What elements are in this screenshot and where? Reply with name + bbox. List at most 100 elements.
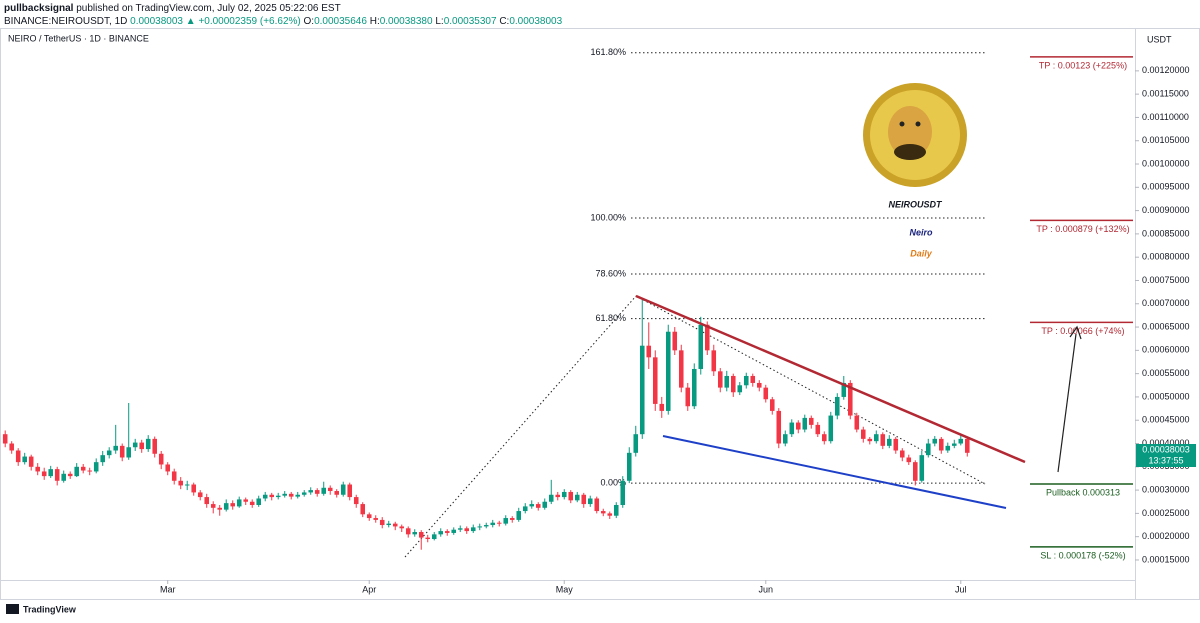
candle-body [379,519,385,526]
candle-body [633,434,639,453]
published: published on TradingView.com, July 02, 2… [76,3,340,14]
candle-body [412,532,418,535]
target-label: TP : 0.00123 (+225%) [1039,60,1127,70]
y-tick-label: 0.00100000 [1142,158,1190,168]
candle-body [282,493,288,496]
candle-body [373,518,379,520]
y-tick-label: 0.00020000 [1142,531,1190,541]
candle-body [178,480,183,486]
candle-body [48,469,53,477]
y-tick-label: 0.00110000 [1142,112,1189,122]
open: 0.00035646 [314,16,367,27]
candle-body [191,484,196,493]
candle-body [952,443,957,446]
candle-body [503,518,509,524]
candle-body [314,490,320,494]
candle-body [900,450,905,458]
candle-body [555,494,561,498]
symbol: BINANCE:NEIROUSDT, 1D [4,16,127,27]
candle-body [405,528,411,535]
candle-body [431,534,437,540]
y-tick-label: 0.00025000 [1142,508,1190,518]
candle-body [926,443,931,456]
candle-body [347,484,353,498]
candle-body [795,422,801,430]
candle-body [93,462,99,472]
candle-body [685,387,691,407]
candle-body [106,450,112,456]
low: 0.00035307 [444,16,497,27]
y-tick-label: 0.00030000 [1142,484,1190,494]
candle-body [139,442,144,450]
candle-body [802,417,808,430]
candle-body [217,507,222,510]
candle-body [61,473,66,481]
price-tag-bg [1136,444,1196,467]
candle-body [74,466,79,477]
candle-body [9,443,14,451]
candle-body [464,528,470,532]
candle-body [399,526,405,529]
candle-body [893,438,899,451]
y-tick-label: 0.00095000 [1142,182,1190,192]
candle-body [880,434,886,446]
candle-body [340,484,346,495]
fib-label: 61.80% [595,313,626,323]
candle-body [301,492,307,495]
candle-body [743,375,749,386]
target-label: Pullback 0.000313 [1046,487,1120,497]
candle-body [854,415,860,430]
neiro-logo [863,83,967,187]
candle-body [561,491,567,498]
candle-body [704,324,710,351]
y-tick-label: 0.00090000 [1142,205,1190,215]
arrow-head [1069,325,1082,340]
candle-body [750,375,756,383]
candle-body [672,331,678,351]
candle-body [477,526,483,528]
candle-body [724,375,730,388]
candle-body [249,501,255,506]
candle-body [152,438,157,454]
candle-body [126,447,131,458]
candle-body [334,491,340,495]
candle-body [22,456,27,463]
candle-body [308,490,314,493]
candle-body [568,491,574,501]
y-tick-label: 0.00085000 [1142,228,1190,238]
price-tag: 0.00038003 [1142,444,1190,454]
candle-body [607,513,613,516]
candle-body [80,466,86,471]
brand: TradingView [23,604,77,614]
candle-body [828,415,834,442]
candle-body [815,424,821,435]
x-tick-label: Jul [955,584,967,594]
target-label: TP : 0.000879 (+132%) [1036,224,1129,234]
y-tick-label: 0.00055000 [1142,368,1190,378]
candle-body [756,382,762,388]
candle-body [711,350,717,372]
x-tick-label: Jun [759,584,774,594]
l-label: L: [435,16,443,27]
candle-body [288,493,294,497]
y-tick-label: 0.00075000 [1142,275,1190,285]
candle-body [945,445,951,451]
candle-body [542,501,548,508]
candle-body [158,453,164,465]
candle-body [867,438,873,442]
timeframe-annotation: Daily [910,248,933,258]
candle-body [28,456,34,467]
candle-body [789,422,795,435]
candle-body [210,504,216,508]
y-tick-label: 0.00065000 [1142,321,1190,331]
candle-body [834,396,840,416]
candle-body [113,445,118,451]
candle-body [574,494,580,501]
candle-body [321,487,327,494]
candle-body [41,471,47,477]
x-tick-label: May [556,584,574,594]
candle-body [932,438,938,444]
candle-body [269,494,274,498]
